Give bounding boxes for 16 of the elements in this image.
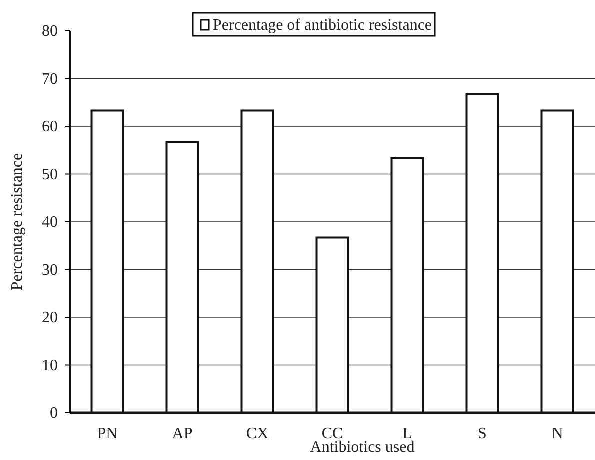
x-tick-label: S: [478, 425, 487, 442]
legend-label: Percentage of antibiotic resistance: [213, 17, 432, 34]
y-tick-label: 40: [42, 214, 58, 232]
y-tick-label: 80: [42, 23, 58, 40]
x-tick-label: CX: [246, 425, 270, 442]
y-tick-label: 70: [42, 70, 58, 88]
y-tick-label: 20: [42, 310, 58, 327]
x-tick-label: AP: [172, 425, 193, 442]
y-tick-label: 50: [42, 166, 58, 184]
y-tick-label: 10: [42, 357, 58, 374]
y-axis-title: Percentage resistance: [9, 153, 26, 291]
x-tick-label: N: [552, 425, 564, 442]
x-tick-label: PN: [97, 425, 118, 442]
y-tick-label: 0: [50, 405, 58, 422]
y-tick-label: 60: [42, 118, 58, 136]
y-tick-label: 30: [42, 262, 58, 279]
